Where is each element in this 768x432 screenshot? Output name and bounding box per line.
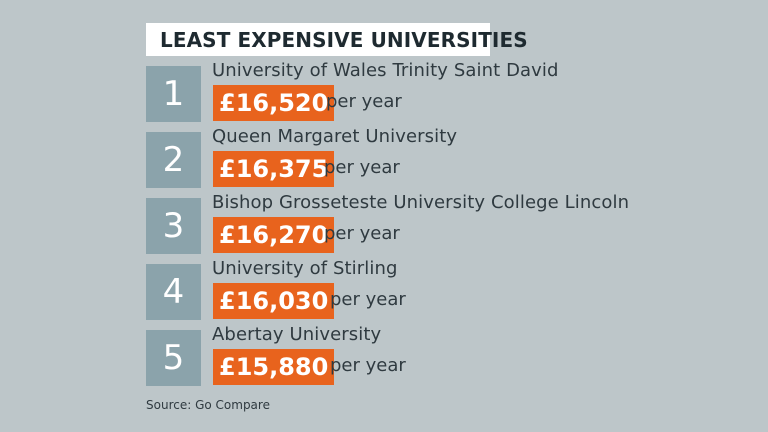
per-year-label: per year	[324, 157, 400, 178]
ranking-row-4: 4 University of Stirling £16,030 per yea…	[146, 258, 706, 320]
price-badge: £16,030	[213, 283, 335, 319]
per-year-label: per year	[326, 91, 402, 112]
rank-badge: 5	[146, 330, 201, 386]
per-year-label: per year	[330, 289, 406, 310]
per-year-label: per year	[324, 223, 400, 244]
ranking-row-5: 5 Abertay University £15,880 per year	[146, 324, 706, 386]
page-title: LEAST EXPENSIVE UNIVERSITIES	[160, 27, 528, 52]
rank-badge: 4	[146, 264, 201, 320]
university-name: University of Wales Trinity Saint David	[212, 60, 559, 81]
source-note: Source: Go Compare	[146, 398, 270, 412]
university-name: Abertay University	[212, 324, 382, 345]
price-badge: £16,520	[213, 85, 335, 121]
rank-badge: 3	[146, 198, 201, 254]
university-name: Queen Margaret University	[212, 126, 458, 147]
price-badge: £16,270	[213, 217, 335, 253]
rank-badge: 1	[146, 66, 201, 122]
ranking-row-1: 1 University of Wales Trinity Saint Davi…	[146, 60, 706, 122]
per-year-label: per year	[330, 355, 406, 376]
price-badge: £16,375	[213, 151, 335, 187]
university-name: University of Stirling	[212, 258, 398, 279]
university-name: Bishop Grosseteste University College Li…	[212, 192, 630, 213]
rank-badge: 2	[146, 132, 201, 188]
ranking-row-3: 3 Bishop Grosseteste University College …	[146, 192, 706, 254]
title-box: LEAST EXPENSIVE UNIVERSITIES	[146, 23, 528, 56]
price-badge: £15,880	[213, 349, 335, 385]
ranking-row-2: 2 Queen Margaret University £16,375 per …	[146, 126, 706, 188]
